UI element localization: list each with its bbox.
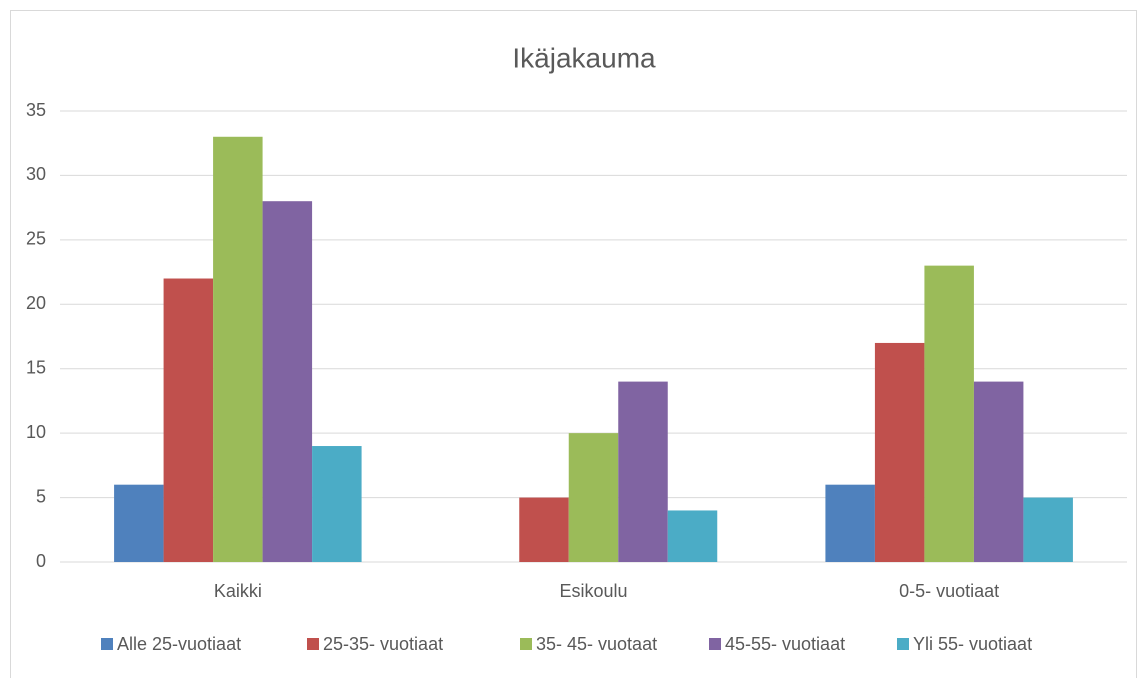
bar	[568, 433, 619, 562]
legend-swatch	[307, 638, 319, 650]
x-tick-label: Esikoulu	[559, 581, 627, 601]
bar	[874, 342, 925, 562]
bar	[618, 381, 668, 562]
legend-label: 45-55- vuotiaat	[725, 634, 845, 654]
x-tick-label: 0-5- vuotiaat	[899, 581, 999, 601]
bar	[825, 484, 875, 562]
y-tick-label: 25	[26, 229, 46, 249]
bar	[213, 136, 263, 562]
legend-swatch	[101, 638, 113, 650]
y-tick-label: 35	[26, 100, 46, 120]
y-tick-label: 20	[26, 293, 46, 313]
chart-title: Ikäjakauma	[512, 42, 656, 73]
legend-label: Alle 25-vuotiaat	[117, 634, 241, 654]
bar	[114, 484, 164, 562]
y-tick-label: 5	[36, 486, 46, 506]
legend-swatch	[897, 638, 909, 650]
bar	[1023, 497, 1073, 562]
y-tick-label: 0	[36, 551, 46, 571]
bar	[163, 278, 214, 562]
bar	[312, 446, 362, 562]
bar	[924, 265, 974, 562]
bar	[973, 381, 1024, 562]
legend-label: 35- 45- vuotaat	[536, 634, 657, 654]
y-tick-label: 30	[26, 164, 46, 184]
legend-swatch	[520, 638, 532, 650]
legend-swatch	[709, 638, 721, 650]
y-tick-label: 10	[26, 422, 46, 442]
y-tick-label: 15	[26, 357, 46, 377]
bar	[667, 510, 718, 562]
bar	[519, 497, 569, 562]
bar	[262, 201, 313, 562]
legend-label: Yli 55- vuotiaat	[913, 634, 1032, 654]
legend-label: 25-35- vuotiaat	[323, 634, 443, 654]
x-tick-label: Kaikki	[214, 581, 262, 601]
